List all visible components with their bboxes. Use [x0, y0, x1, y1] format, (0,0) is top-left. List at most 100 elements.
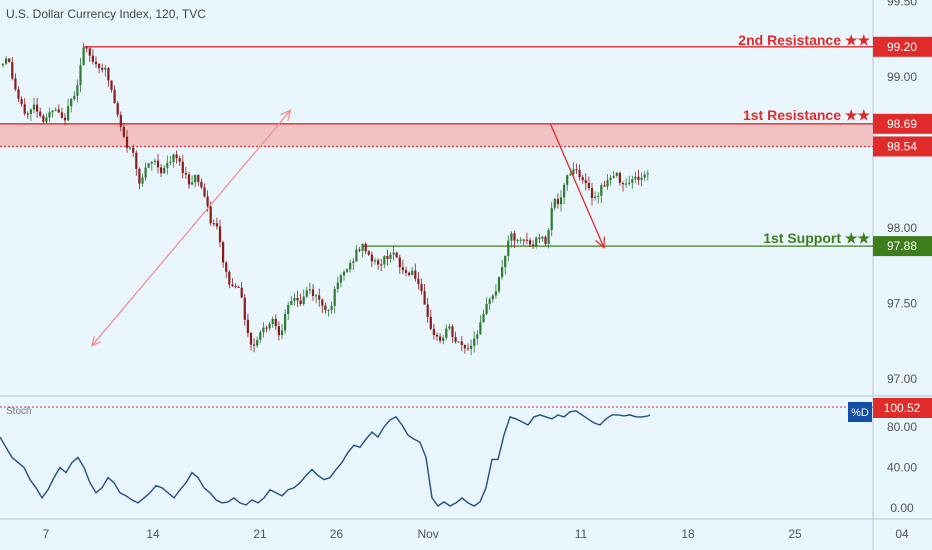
candle-body [621, 183, 625, 185]
resistance-zone [0, 123, 873, 147]
projection-arrow-down-head [595, 236, 606, 250]
candle-body [346, 269, 349, 272]
zone-lower-price: 98.54 [887, 139, 917, 153]
candle-body [200, 181, 203, 188]
candle-body [166, 162, 169, 168]
projection-arrow-up [91, 109, 292, 347]
candle-body [51, 110, 54, 113]
candle-body [510, 233, 513, 241]
candle-body [643, 174, 646, 178]
candle-body [479, 322, 482, 335]
candle-body [218, 226, 222, 243]
candle-body [76, 84, 79, 96]
candle-body [107, 67, 110, 81]
time-tick-label: 18 [681, 527, 695, 541]
candle-body [324, 305, 327, 311]
stoch-axis[interactable]: 80.00 40.00 0.00 [887, 420, 917, 515]
candle-body [528, 240, 532, 245]
candle-body [609, 177, 612, 181]
candle-body [67, 106, 70, 121]
candle-body [463, 344, 466, 349]
candle-body [26, 113, 29, 115]
annotation-arrows [90, 109, 606, 347]
candle-body [612, 175, 615, 178]
candle-body [501, 267, 504, 278]
candle-body [631, 179, 634, 183]
candle-body [358, 249, 361, 251]
candle-body [364, 243, 367, 252]
candle-body [615, 172, 618, 176]
candle-body [296, 297, 299, 301]
projection-arrow-down [549, 123, 605, 248]
candle-body [597, 195, 600, 197]
candle-body [411, 270, 414, 275]
candle-body [268, 324, 271, 329]
candle-body [383, 256, 386, 265]
candle-body [253, 344, 256, 346]
candle-body [423, 291, 426, 305]
candlestick-series [1, 42, 649, 356]
candle-body [516, 240, 519, 242]
candle-body [414, 270, 417, 279]
candle-body [150, 161, 153, 164]
price-tick-label: 99.00 [887, 70, 917, 84]
candle-body [321, 299, 324, 306]
candle-body [544, 236, 547, 244]
candle-body [88, 48, 91, 56]
candle-body [302, 296, 305, 304]
candle-body [590, 188, 594, 199]
candle-body [293, 297, 296, 301]
candle-body [98, 64, 101, 68]
candle-body [215, 223, 218, 227]
candle-body [287, 304, 290, 315]
first-resistance-price-tag: 98.69 [873, 113, 932, 134]
candle-body [249, 333, 253, 345]
stoch-indicator-title[interactable]: Stoch [6, 406, 32, 417]
candle-body [147, 163, 150, 168]
time-tick-label: 25 [788, 527, 802, 541]
candle-body [70, 99, 73, 107]
candle-body [284, 314, 287, 331]
candle-body [243, 297, 246, 320]
candle-body [504, 255, 507, 268]
projection-arrow-tail [90, 335, 102, 347]
candle-body [63, 117, 67, 121]
first-support-label: 1st Support ★★ [763, 230, 870, 246]
candle-body [265, 327, 268, 329]
candle-body [125, 136, 129, 148]
first-resistance-price: 98.69 [887, 117, 917, 131]
stoch-d-line[interactable] [0, 410, 651, 507]
candle-body [14, 78, 17, 90]
candle-body [417, 278, 420, 285]
candle-body [460, 341, 463, 345]
candle-body [491, 295, 494, 300]
candle-body [1, 63, 5, 66]
candle-body [42, 115, 45, 122]
candle-body [426, 304, 429, 317]
time-tick-label: 14 [146, 527, 160, 541]
candle-body [184, 173, 187, 175]
candle-body [637, 176, 640, 180]
price-axis[interactable]: 99.50 99.00 98.00 97.50 97.00 [887, 0, 917, 386]
candle-body [132, 147, 135, 153]
candle-body [559, 197, 563, 205]
candle-body [144, 167, 147, 178]
candle-body [163, 167, 166, 174]
candle-body [129, 147, 132, 149]
candle-body [513, 233, 516, 241]
candle-body [85, 47, 88, 49]
candle-body [404, 270, 408, 273]
candle-body [634, 176, 637, 180]
time-axis[interactable]: 7 14 21 26 Nov 11 18 25 04 [43, 527, 909, 541]
candle-body [532, 244, 535, 246]
stoch-d-badge [848, 402, 872, 422]
candle-body [355, 249, 358, 262]
candle-body [116, 103, 119, 115]
candle-body [646, 173, 649, 175]
candle-body [429, 316, 432, 329]
candle-body [578, 170, 581, 178]
candle-body [175, 154, 178, 159]
candle-body [525, 239, 528, 241]
candle-body [485, 303, 488, 314]
